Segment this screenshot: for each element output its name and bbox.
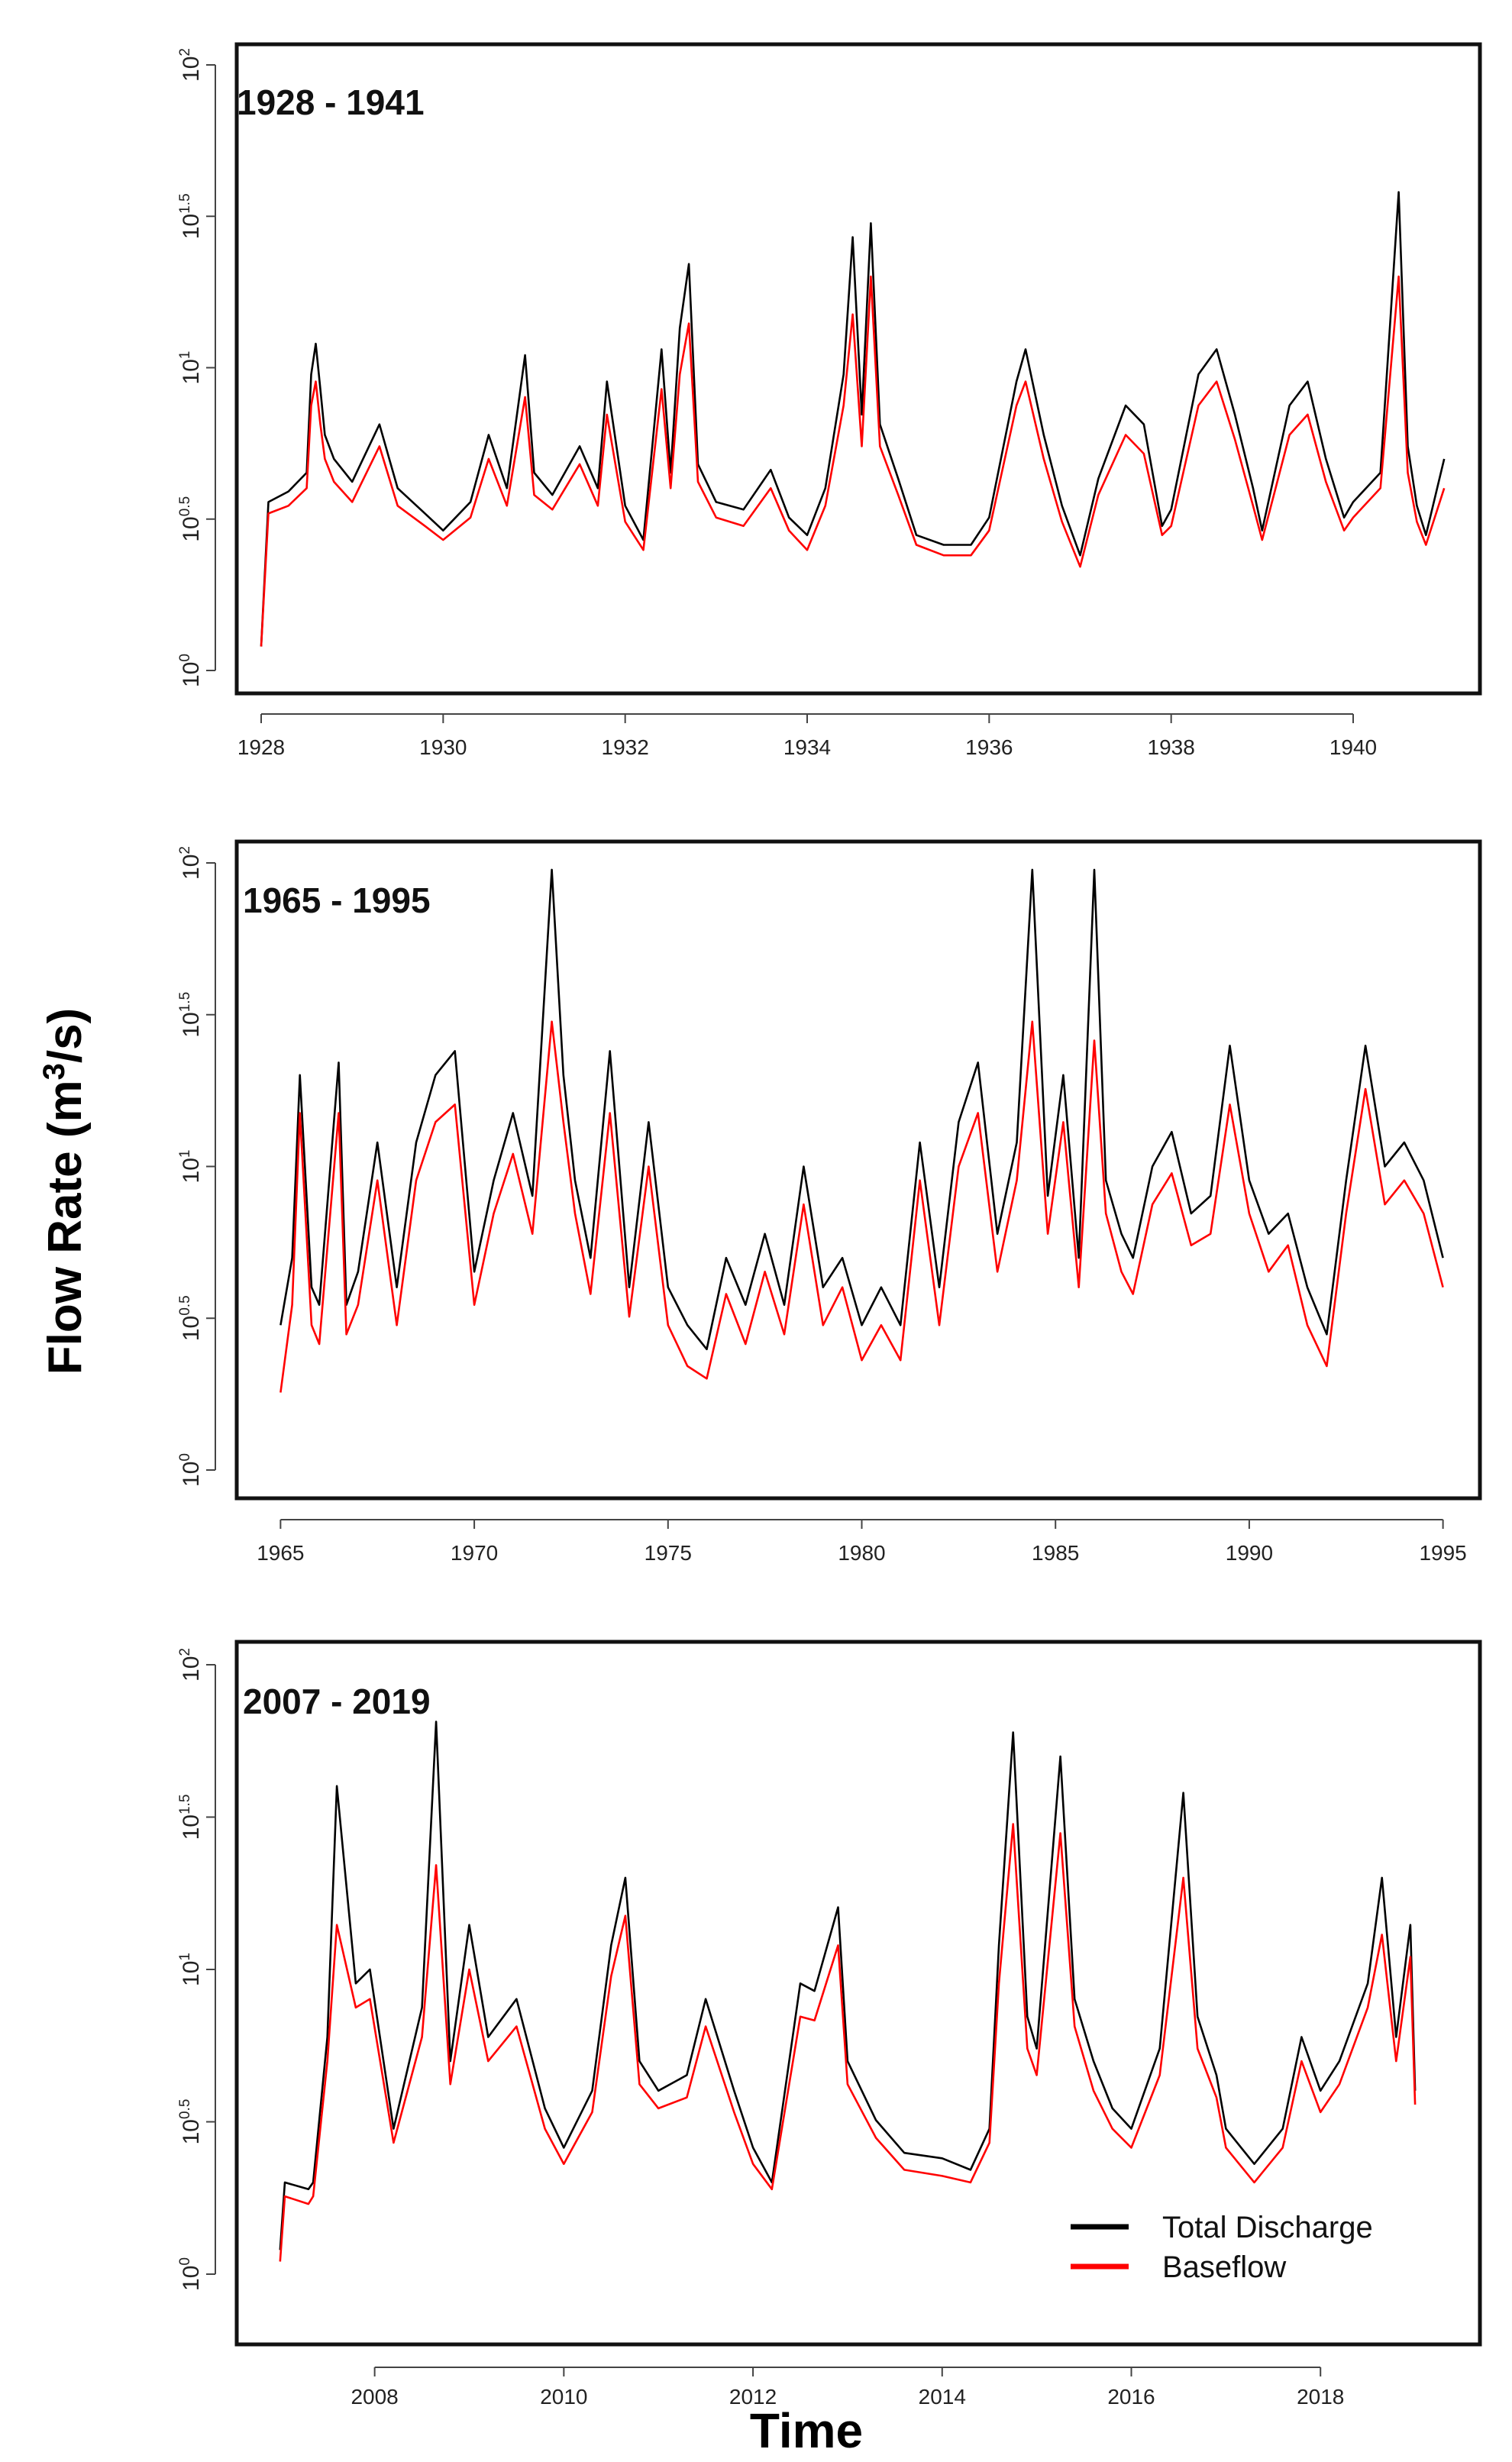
y-tick-label: 100 bbox=[177, 1453, 204, 1487]
baseflow-line bbox=[260, 275, 1446, 647]
x-tick-label: 2010 bbox=[540, 2385, 587, 2409]
y-axis-label-base: Flow Rate (m bbox=[39, 1080, 92, 1375]
panel-1928-1941: 1928 - 1941 100 100.5 101 101.5 102 1928 1930… bbox=[177, 42, 1482, 759]
panel-title: 2007 - 2019 bbox=[243, 1682, 431, 1721]
y-tick-label: 101.5 bbox=[177, 193, 204, 239]
total-discharge-line bbox=[260, 191, 1446, 647]
y-tick-label: 101.5 bbox=[177, 992, 204, 1038]
y-tick-label: 100.5 bbox=[177, 2099, 204, 2145]
x-axis: 1965 1970 1975 1980 1985 1990 1995 bbox=[257, 1519, 1467, 1565]
y-tick-label: 100.5 bbox=[177, 1295, 204, 1341]
baseflow-line bbox=[279, 1020, 1444, 1393]
x-tick-label: 1965 bbox=[257, 1541, 304, 1565]
x-tick-label: 1936 bbox=[965, 735, 1013, 759]
plot-frame bbox=[234, 42, 1482, 696]
x-tick-label: 1940 bbox=[1329, 735, 1377, 759]
x-axis-label: Time bbox=[750, 2403, 863, 2458]
legend-label-baseflow: Baseflow bbox=[1162, 2250, 1286, 2284]
total-discharge-line bbox=[279, 1720, 1417, 2250]
x-tick-label: 1928 bbox=[237, 735, 285, 759]
x-tick-label: 1985 bbox=[1032, 1541, 1079, 1565]
y-tick-label: 101 bbox=[177, 1953, 204, 1986]
x-tick-label: 1930 bbox=[419, 735, 467, 759]
series-group bbox=[279, 868, 1444, 1393]
legend: Total Discharge Baseflow bbox=[1071, 2211, 1373, 2284]
x-axis: 1928 1930 1932 1934 1936 1938 1940 bbox=[237, 713, 1377, 759]
y-tick-label: 101.5 bbox=[177, 1795, 204, 1840]
plot-frame bbox=[234, 1640, 1482, 2347]
y-tick-label: 101 bbox=[177, 1150, 204, 1184]
x-tick-label: 2016 bbox=[1107, 2385, 1155, 2409]
x-tick-label: 1970 bbox=[451, 1541, 498, 1565]
panel-1965-1995: 1965 - 1995 100 100.5 101 101.5 102 1965 1970… bbox=[177, 839, 1482, 1565]
panel-title: 1928 - 1941 bbox=[237, 82, 425, 122]
y-tick-label: 102 bbox=[177, 846, 204, 880]
y-tick-label: 100 bbox=[177, 2257, 204, 2291]
series-group bbox=[279, 1720, 1417, 2262]
x-tick-label: 1975 bbox=[645, 1541, 692, 1565]
legend-label-total-discharge: Total Discharge bbox=[1162, 2211, 1373, 2244]
y-axis-label-tail: /s) bbox=[39, 1008, 92, 1063]
y-axis: 100 100.5 101 101.5 102 bbox=[177, 846, 216, 1487]
y-tick-label: 100 bbox=[177, 654, 204, 687]
x-tick-label: 1934 bbox=[783, 735, 831, 759]
y-axis-label-superscript: 3 bbox=[37, 1063, 71, 1080]
baseflow-line bbox=[279, 1823, 1417, 2262]
x-axis: 2008 2010 2012 2014 2016 2018 bbox=[351, 2367, 1344, 2409]
y-axis: 100 100.5 101 101.5 102 bbox=[177, 48, 216, 687]
plot-frame bbox=[234, 839, 1482, 1501]
y-tick-label: 100.5 bbox=[177, 496, 204, 542]
y-axis: 100 100.5 101 101.5 102 bbox=[177, 1648, 216, 2291]
total-discharge-line bbox=[279, 868, 1444, 1351]
x-tick-label: 2012 bbox=[729, 2385, 777, 2409]
x-tick-label: 1995 bbox=[1419, 1541, 1466, 1565]
y-tick-label: 101 bbox=[177, 351, 204, 385]
x-tick-label: 2018 bbox=[1297, 2385, 1344, 2409]
x-tick-label: 1938 bbox=[1148, 735, 1195, 759]
y-axis-label: Flow Rate (m3/s) bbox=[37, 1008, 92, 1375]
x-tick-label: 1932 bbox=[602, 735, 649, 759]
panel-title: 1965 - 1995 bbox=[243, 880, 431, 920]
x-tick-label: 1980 bbox=[838, 1541, 885, 1565]
x-tick-label: 2014 bbox=[919, 2385, 966, 2409]
panel-2007-2019: 2007 - 2019 100 100.5 101 101.5 102 2008 2010… bbox=[177, 1640, 1482, 2409]
series-group bbox=[260, 191, 1446, 647]
x-tick-label: 2008 bbox=[351, 2385, 398, 2409]
y-tick-label: 102 bbox=[177, 48, 204, 82]
x-tick-label: 1990 bbox=[1226, 1541, 1273, 1565]
y-tick-label: 102 bbox=[177, 1648, 204, 1682]
